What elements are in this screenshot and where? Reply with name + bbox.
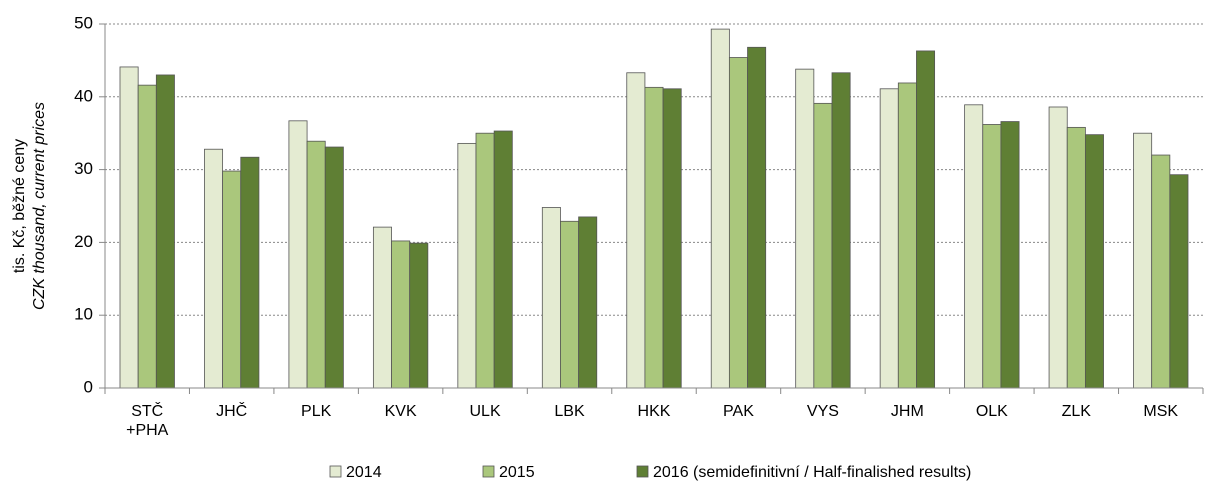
bar — [578, 216, 598, 389]
bar — [391, 240, 411, 389]
legend-swatch — [329, 465, 342, 478]
y-axis-label: CZK thousand, current prices — [31, 102, 48, 310]
bar — [897, 82, 917, 389]
bar — [324, 146, 344, 389]
bar — [831, 72, 851, 389]
bar — [155, 74, 175, 389]
x-tick-label: LBK — [554, 403, 585, 420]
bar — [964, 104, 984, 389]
x-tick-label: STČ +PHA — [126, 403, 169, 439]
bar — [644, 86, 664, 389]
bar — [1169, 174, 1189, 389]
legend-swatch — [482, 465, 495, 478]
legend-swatch — [636, 465, 649, 478]
y-tick-label: 0 — [84, 377, 93, 396]
y-tick-label: 50 — [74, 13, 93, 32]
x-tick-label: JHM — [890, 403, 924, 420]
y-tick-label: 30 — [74, 159, 93, 178]
x-tick-label: ZLK — [1061, 403, 1091, 420]
legend-label: 2016 (semidefinitivní / Half-finalished … — [653, 464, 971, 481]
x-tick-label: VYS — [806, 403, 839, 420]
legend-label: 2015 — [499, 464, 535, 481]
bar — [1048, 106, 1068, 389]
bar — [541, 207, 561, 389]
bar — [119, 66, 139, 389]
bar — [1151, 154, 1171, 389]
bar — [222, 170, 242, 389]
legend-label: 2014 — [346, 464, 382, 481]
bar — [982, 124, 1002, 389]
bar — [409, 242, 429, 389]
bar — [1084, 134, 1104, 389]
x-tick-label: OLK — [975, 403, 1008, 420]
bar — [747, 46, 767, 389]
bar — [372, 226, 392, 389]
x-tick-label: HKK — [637, 403, 671, 420]
bar — [795, 68, 815, 389]
y-axis-label: tis. Kč, běžné ceny — [11, 139, 28, 273]
bar — [457, 142, 477, 389]
y-tick-label: 40 — [74, 86, 93, 105]
bar — [813, 102, 833, 389]
bar — [306, 140, 326, 389]
bar — [240, 156, 260, 389]
x-tick-label: PLK — [301, 403, 332, 420]
bar — [560, 220, 580, 389]
bar — [493, 130, 513, 389]
bar — [662, 88, 682, 389]
bar — [1000, 121, 1020, 389]
bar — [137, 84, 157, 389]
bar — [475, 132, 495, 389]
bar — [710, 28, 730, 389]
bar — [626, 72, 646, 389]
bar — [288, 120, 308, 389]
bar — [1133, 132, 1153, 389]
x-tick-label: JHČ — [216, 403, 248, 420]
y-tick-label: 20 — [74, 232, 93, 251]
y-tick-label: 10 — [74, 305, 93, 324]
bar — [879, 88, 899, 389]
x-tick-label: ULK — [469, 403, 501, 420]
x-tick-label: MSK — [1143, 403, 1179, 420]
bar — [204, 148, 224, 389]
bar — [1066, 126, 1086, 389]
bar — [728, 57, 748, 389]
x-tick-label: PAK — [723, 403, 754, 420]
bar — [916, 50, 936, 389]
x-tick-label: KVK — [384, 403, 417, 420]
